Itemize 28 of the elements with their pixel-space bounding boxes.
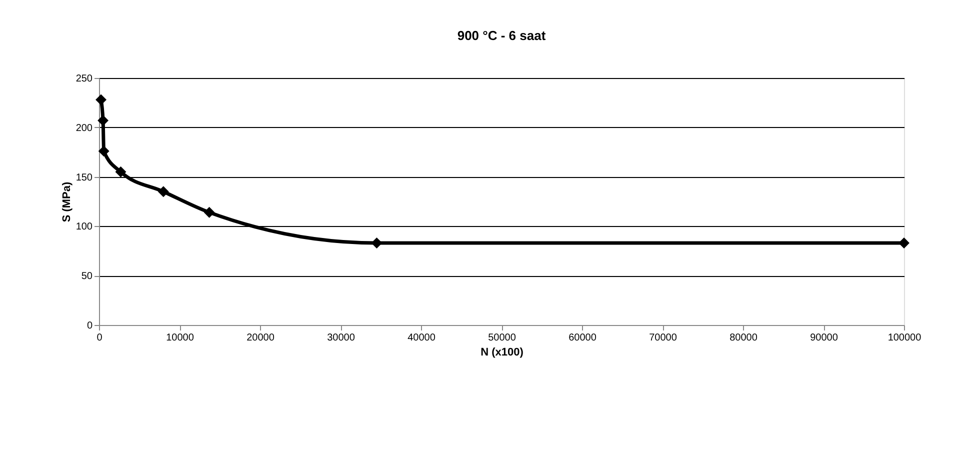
x-tick-label: 60000 [568,332,597,344]
x-tick-label: 70000 [649,332,678,344]
point [898,238,910,248]
x-tick-label: 40000 [408,332,436,344]
y-tick-label: 250 [76,74,93,84]
x-tick-label: 50000 [488,332,516,344]
x-tick-label: 80000 [730,332,758,344]
x-axis-title: N (x100) [480,346,524,358]
y-tick-label: 200 [76,122,93,134]
x-tick-label: 10000 [166,332,194,344]
point [158,186,169,198]
x-tick-label: 30000 [327,332,356,344]
point [204,206,215,218]
x-tick-label: 100000 [888,332,922,344]
point [96,94,106,106]
y-tick-label: 100 [76,222,93,233]
y-axis-title: S (MPa) [60,182,73,222]
point [371,238,382,248]
point [115,166,126,178]
x-tick-label: 0 [96,332,103,344]
chart-title: 900 °C - 6 saat [457,28,546,43]
x-tick-label: 20000 [246,332,275,344]
y-tick-label: 0 [86,320,93,332]
x-tick-label: 90000 [810,332,838,344]
point [98,115,108,126]
y-tick-label: 150 [76,172,93,184]
y-tick-label: 50 [81,271,93,282]
point [98,146,110,157]
